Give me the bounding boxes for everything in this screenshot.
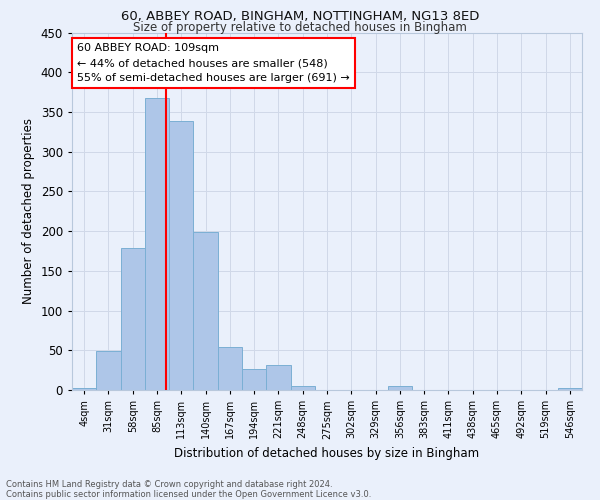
Bar [290, 386, 315, 390]
Bar [388, 386, 412, 390]
Bar [266, 366, 290, 390]
Bar [242, 370, 266, 390]
Text: 60 ABBEY ROAD: 109sqm
← 44% of detached houses are smaller (548)
55% of semi-det: 60 ABBEY ROAD: 109sqm ← 44% of detached … [77, 43, 350, 83]
Y-axis label: Number of detached properties: Number of detached properties [22, 118, 35, 304]
Bar [72, 388, 96, 390]
Bar [169, 122, 193, 390]
Bar [145, 98, 169, 390]
Bar [96, 351, 121, 390]
Bar [218, 347, 242, 390]
Text: Contains HM Land Registry data © Crown copyright and database right 2024.
Contai: Contains HM Land Registry data © Crown c… [6, 480, 371, 499]
Bar [558, 388, 582, 390]
Text: Size of property relative to detached houses in Bingham: Size of property relative to detached ho… [133, 21, 467, 34]
Text: 60, ABBEY ROAD, BINGHAM, NOTTINGHAM, NG13 8ED: 60, ABBEY ROAD, BINGHAM, NOTTINGHAM, NG1… [121, 10, 479, 23]
Bar [121, 248, 145, 390]
Bar [193, 232, 218, 390]
X-axis label: Distribution of detached houses by size in Bingham: Distribution of detached houses by size … [175, 447, 479, 460]
